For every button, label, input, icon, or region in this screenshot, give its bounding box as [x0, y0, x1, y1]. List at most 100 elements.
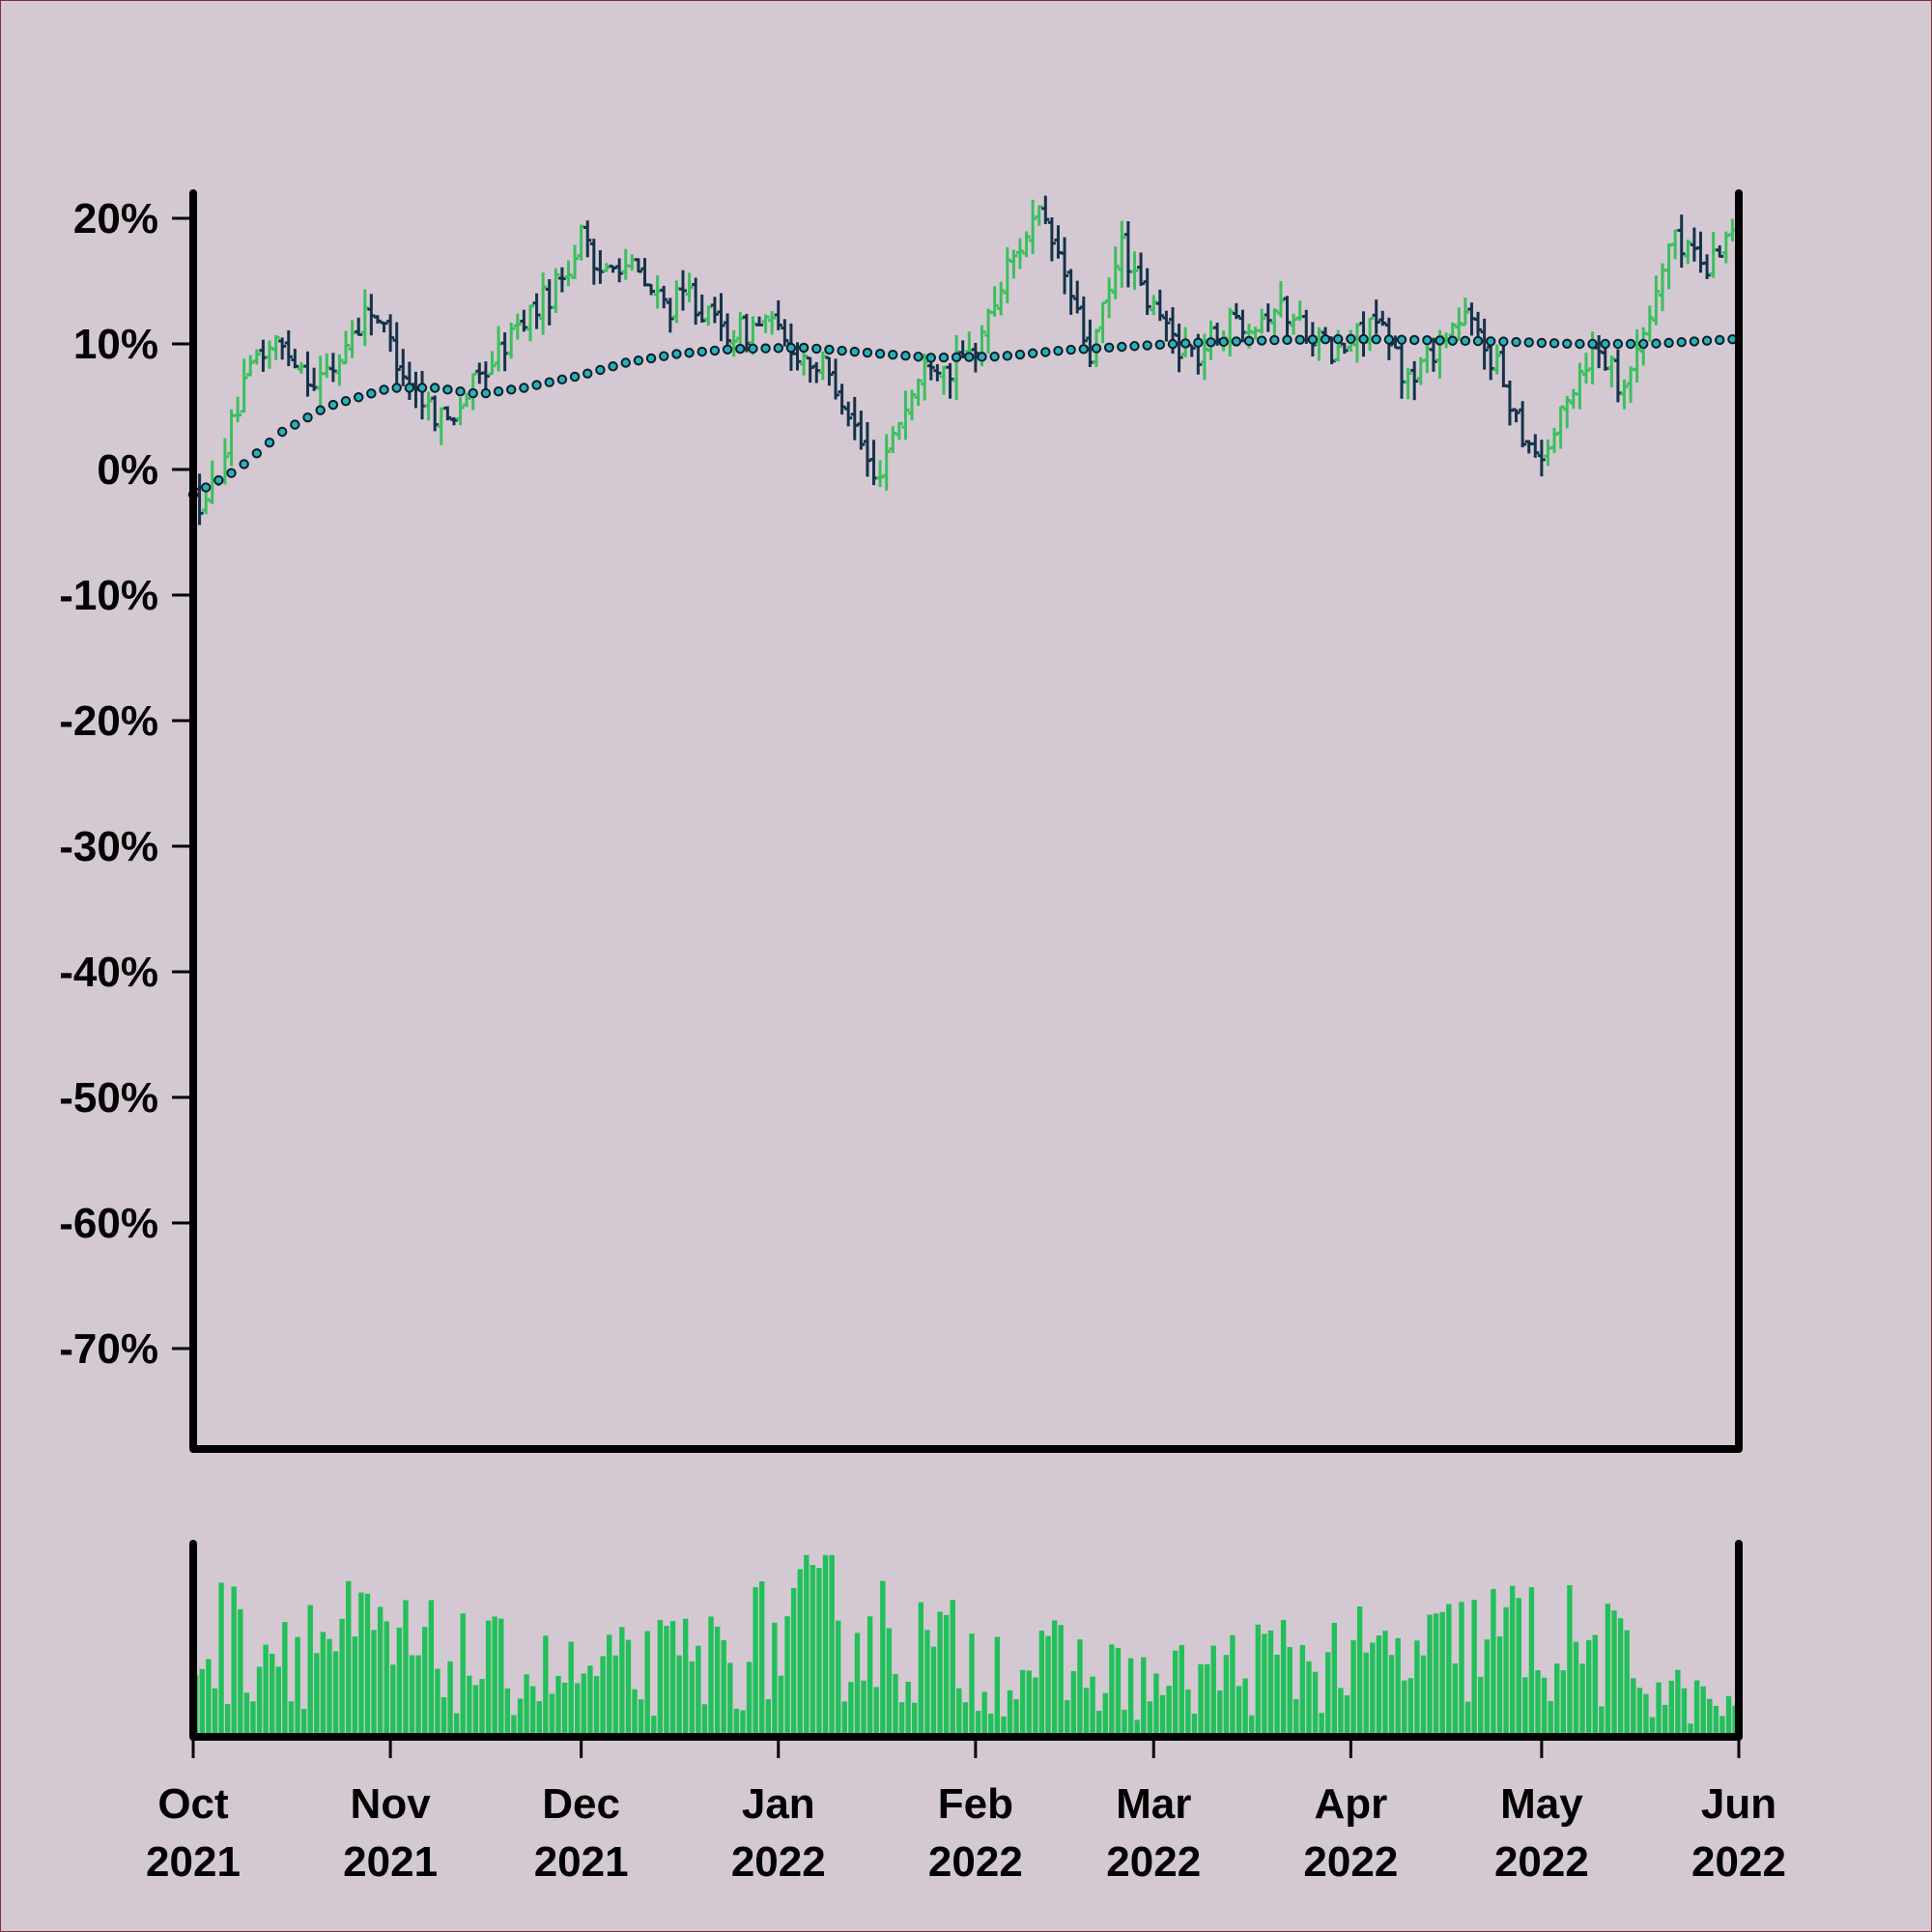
volume-bar: [447, 1661, 453, 1737]
ma-point: [340, 395, 352, 407]
ohlc-bar: [596, 250, 605, 284]
volume-bar: [1611, 1610, 1617, 1737]
ohlc-bar: [571, 244, 580, 280]
ohlc-bar: [1290, 313, 1298, 335]
ma-point: [849, 346, 860, 357]
ma-point: [379, 384, 389, 395]
ma-point: [1027, 348, 1038, 358]
ohlc-bar: [609, 264, 617, 273]
ma-point: [1193, 337, 1204, 348]
ma-point: [442, 384, 453, 395]
ohlc-bar: [1716, 245, 1724, 258]
ma-point: [735, 343, 746, 355]
volume-bar: [797, 1569, 803, 1737]
volume-bar: [772, 1622, 778, 1737]
ohlc-bar: [806, 356, 814, 384]
ohlc-bar: [1295, 300, 1304, 322]
volume-bar: [529, 1686, 536, 1737]
ma-point: [760, 343, 771, 354]
ma-point: [696, 346, 707, 357]
ma-point: [1320, 334, 1331, 345]
volume-bar: [1223, 1655, 1230, 1737]
volume-bar: [1051, 1620, 1058, 1737]
volume-bar: [517, 1698, 524, 1737]
ma-point: [620, 357, 631, 368]
volume-bar: [1185, 1689, 1191, 1737]
ma-point: [1663, 337, 1674, 349]
volume-bar: [1656, 1682, 1662, 1737]
ma-point: [531, 380, 542, 390]
ma-point: [1587, 338, 1598, 350]
date-tick-month: May: [1500, 1780, 1583, 1828]
ohlc-bar: [367, 294, 376, 336]
ma-point: [1447, 335, 1458, 346]
volume-bar: [1210, 1645, 1216, 1737]
volume-bar: [358, 1592, 364, 1737]
volume-bar: [1725, 1695, 1732, 1737]
ma-point: [1422, 335, 1433, 346]
ohlc-bar: [1410, 360, 1419, 401]
ohlc-bar: [914, 378, 923, 407]
volume-bar: [1102, 1692, 1108, 1737]
volume-bar: [1681, 1688, 1688, 1737]
ohlc-bar: [1155, 289, 1164, 322]
volume-bar: [307, 1605, 313, 1737]
ohlc-bar: [513, 313, 522, 340]
ohlc-bar: [507, 322, 516, 359]
ma-point: [1346, 333, 1356, 344]
ohlc-bar: [1283, 296, 1292, 337]
volume-bar: [1166, 1686, 1172, 1737]
volume-bar: [918, 1602, 924, 1737]
ohlc-bar: [685, 272, 694, 302]
ma-point: [506, 384, 517, 395]
ohlc-bar: [1569, 388, 1577, 410]
volume-bar: [1172, 1650, 1179, 1737]
ma-point: [416, 383, 428, 393]
volume-bar: [893, 1673, 898, 1737]
ma-point: [989, 351, 1000, 362]
ma-point: [290, 419, 300, 430]
ohlc-bar: [1022, 231, 1031, 258]
ma-point: [327, 399, 339, 411]
ohlc-bar: [1703, 254, 1712, 279]
volume-bar: [352, 1636, 358, 1737]
ohlc-bar: [1378, 310, 1387, 327]
volume-bar: [1191, 1713, 1198, 1737]
volume-bar: [1675, 1669, 1681, 1737]
volume-bar: [224, 1704, 231, 1737]
ohlc-bar: [844, 401, 853, 427]
volume-bar: [1267, 1630, 1274, 1737]
volume-bar: [696, 1645, 701, 1737]
ohlc-bar: [1519, 401, 1527, 448]
volume-panel-spines: [189, 1540, 1743, 1741]
ohlc-bar: [1499, 344, 1508, 387]
ohlc-bar: [1143, 268, 1151, 316]
ma-point: [1154, 339, 1166, 351]
volume-bar: [644, 1631, 650, 1737]
volume-bar: [950, 1600, 955, 1737]
ma-point: [1091, 343, 1102, 354]
date-tick-year: 2021: [343, 1838, 438, 1886]
ohlc-bar: [946, 362, 954, 399]
ohlc-bar: [1086, 319, 1094, 367]
volume-bar: [288, 1701, 295, 1737]
volume-bar: [816, 1568, 822, 1737]
ohlc-bar: [323, 353, 331, 379]
ohlc-bar: [1512, 408, 1520, 423]
volume-bar: [1280, 1619, 1287, 1737]
ohlc-bar: [500, 332, 509, 372]
volume-bar: [638, 1699, 644, 1737]
ma-point: [1231, 336, 1242, 347]
volume-bar: [1147, 1701, 1153, 1737]
volume-bar: [428, 1600, 435, 1737]
date-tick-year: 2022: [928, 1838, 1023, 1886]
volume-bar: [1491, 1588, 1496, 1737]
volume-bar: [682, 1618, 689, 1737]
volume-bar: [854, 1633, 861, 1737]
ma-point: [1460, 335, 1471, 347]
ma-point: [556, 374, 568, 385]
volume-bar: [930, 1646, 937, 1737]
volume-bar: [453, 1713, 460, 1737]
volume-bar: [1496, 1635, 1503, 1737]
volume-bar: [472, 1685, 479, 1737]
